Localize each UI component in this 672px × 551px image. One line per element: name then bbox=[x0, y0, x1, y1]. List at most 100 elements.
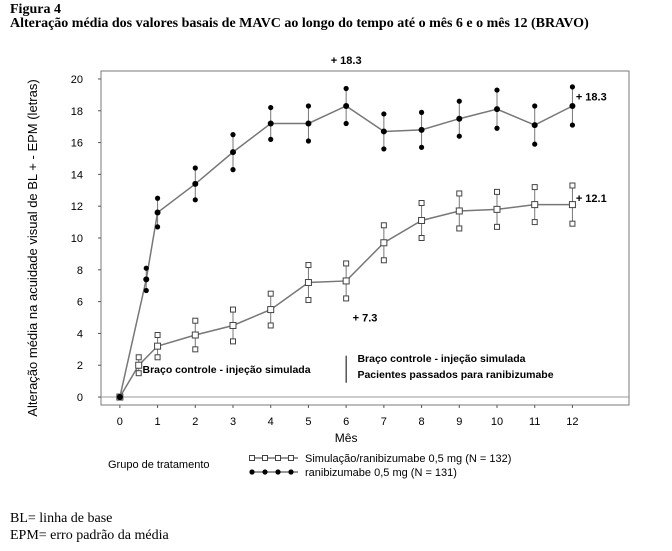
legend-marker bbox=[262, 455, 268, 461]
x-tick-label: 7 bbox=[381, 416, 387, 428]
x-tick-label: 11 bbox=[529, 416, 540, 428]
y-tick-label: 0 bbox=[77, 392, 83, 404]
y-tick-label: 16 bbox=[71, 138, 83, 150]
error-cap bbox=[267, 290, 274, 297]
legend-marker bbox=[288, 469, 294, 475]
error-cap bbox=[230, 306, 236, 313]
series-ranibizumab bbox=[116, 84, 576, 401]
data-point bbox=[230, 149, 236, 156]
error-cap bbox=[268, 136, 274, 142]
phase-label-right-1: Braço controle - injeção simulada bbox=[357, 353, 525, 365]
error-cap bbox=[305, 297, 312, 304]
error-cap bbox=[143, 265, 149, 271]
error-cap bbox=[154, 224, 161, 230]
data-point bbox=[418, 126, 425, 133]
y-tick-label: 6 bbox=[77, 297, 83, 309]
error-cap bbox=[192, 197, 198, 203]
x-tick-label: 3 bbox=[230, 416, 236, 428]
data-point bbox=[493, 205, 501, 213]
phase-label-right-2: Pacientes passados para ranibizumabe bbox=[357, 369, 553, 381]
error-cap bbox=[343, 295, 350, 302]
error-cap bbox=[418, 200, 425, 207]
data-point bbox=[494, 106, 500, 113]
error-cap bbox=[305, 262, 312, 269]
error-cap bbox=[192, 165, 198, 171]
error-cap bbox=[569, 122, 576, 128]
legend-title: Grupo de tratamento bbox=[108, 459, 210, 471]
data-point bbox=[154, 342, 162, 350]
legend-entry-ranibizumab: ranibizumabe 0,5 mg (N = 131) bbox=[249, 467, 457, 479]
annotation-label: + 12.1 bbox=[576, 193, 607, 205]
error-cap bbox=[456, 225, 463, 232]
error-cap bbox=[343, 85, 349, 92]
error-cap bbox=[343, 120, 349, 127]
error-cap bbox=[267, 322, 274, 329]
legend-entry-sham: Simulação/ranibizumabe 0,5 mg (N = 132) bbox=[249, 453, 511, 465]
data-point bbox=[531, 122, 538, 129]
data-point bbox=[116, 394, 123, 401]
y-tick-label: 4 bbox=[77, 328, 83, 340]
footnote-epm: EPM= erro padrão da média bbox=[10, 528, 169, 543]
data-point bbox=[135, 361, 143, 369]
error-cap bbox=[569, 182, 576, 189]
data-point bbox=[342, 277, 350, 285]
error-cap bbox=[456, 190, 463, 197]
data-point bbox=[154, 209, 161, 216]
data-point bbox=[455, 207, 463, 215]
legend-marker bbox=[288, 455, 294, 461]
data-point bbox=[418, 217, 426, 225]
x-tick-label: 0 bbox=[117, 416, 123, 428]
error-cap bbox=[230, 132, 236, 138]
error-cap bbox=[494, 125, 500, 131]
y-axis-label: Alteração média na acuidade visual de BL… bbox=[25, 79, 40, 416]
data-point bbox=[191, 331, 199, 339]
y-tick-label: 2 bbox=[77, 360, 83, 372]
error-cap bbox=[494, 87, 500, 93]
figure-label: Figura 4 bbox=[10, 2, 61, 17]
error-cap bbox=[380, 257, 387, 264]
data-point bbox=[229, 321, 237, 329]
error-cap bbox=[456, 98, 462, 104]
error-cap bbox=[380, 222, 387, 229]
data-point bbox=[192, 180, 199, 187]
footnote-bl: BL= linha de base bbox=[10, 511, 113, 526]
figure-title: Alteração média dos valores basais de MA… bbox=[10, 16, 589, 31]
error-cap bbox=[305, 103, 312, 109]
x-tick-label: 2 bbox=[192, 416, 198, 428]
data-point bbox=[456, 115, 463, 122]
data-point bbox=[143, 276, 150, 283]
error-cap bbox=[154, 195, 161, 201]
data-point bbox=[380, 239, 388, 247]
error-cap bbox=[135, 354, 142, 361]
data-point bbox=[305, 120, 312, 127]
x-tick-label: 1 bbox=[155, 416, 161, 428]
error-cap bbox=[494, 223, 500, 230]
data-point bbox=[267, 120, 274, 127]
annotation-label: + 18.3 bbox=[576, 91, 607, 103]
x-tick-label: 4 bbox=[268, 416, 274, 428]
error-cap bbox=[230, 167, 236, 173]
legend-marker bbox=[275, 455, 281, 461]
error-cap bbox=[531, 219, 538, 226]
error-cap bbox=[569, 84, 576, 90]
y-tick-label: 12 bbox=[71, 201, 83, 213]
y-tick-label: 8 bbox=[77, 265, 83, 277]
x-tick-label: 12 bbox=[566, 416, 578, 428]
error-cap bbox=[268, 104, 274, 111]
y-tick-label: 10 bbox=[71, 233, 83, 245]
x-tick-label: 9 bbox=[456, 416, 462, 428]
error-cap bbox=[381, 146, 387, 152]
data-point bbox=[531, 201, 539, 209]
data-point bbox=[343, 102, 350, 109]
error-cap bbox=[154, 354, 161, 361]
error-cap bbox=[192, 346, 199, 353]
x-axis-label: Mês bbox=[335, 431, 358, 445]
error-cap bbox=[531, 184, 538, 191]
y-tick-label: 18 bbox=[71, 106, 83, 118]
error-cap bbox=[305, 138, 312, 144]
legend-marker bbox=[249, 455, 255, 461]
error-cap bbox=[418, 109, 425, 115]
error-cap bbox=[418, 235, 425, 241]
series-sham-ranibizumab bbox=[116, 182, 576, 401]
